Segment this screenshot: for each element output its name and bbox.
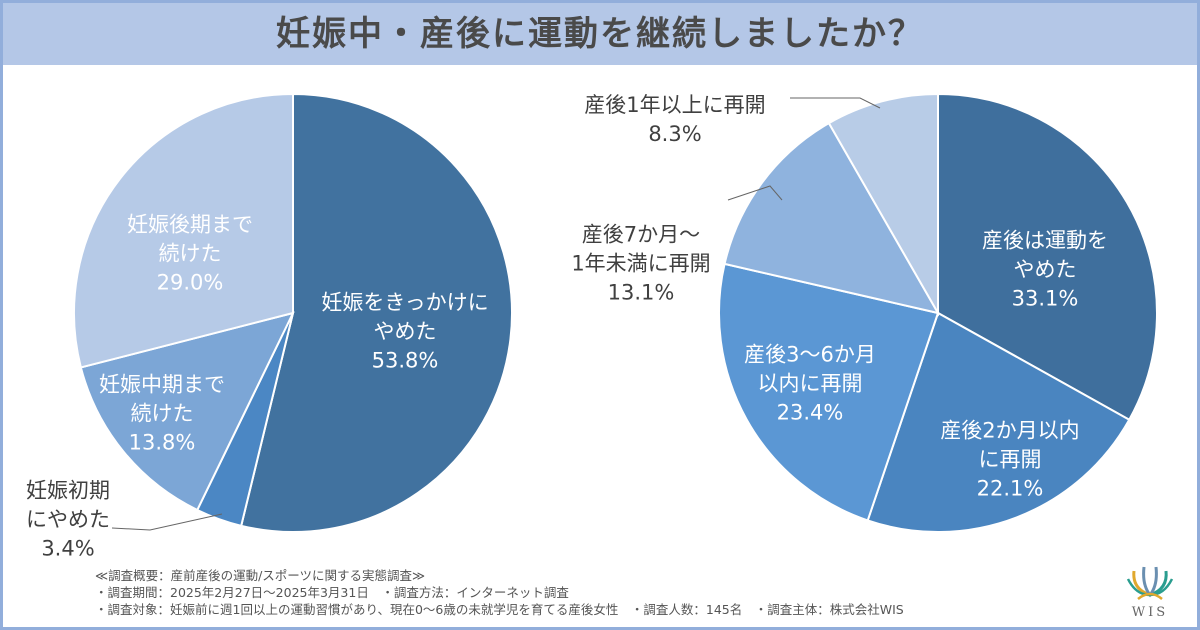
chart-title: 妊娠中・産後に運動を継続しましたか？ bbox=[3, 3, 1197, 65]
pie-0-slice-2 bbox=[79, 311, 295, 512]
slice-label-0-1: 妊娠初期 にやめた 3.4% bbox=[26, 478, 110, 561]
pie-1-slice-4 bbox=[827, 92, 939, 317]
slice-label-0-0: 妊娠をきっかけに やめた 53.8% bbox=[321, 290, 489, 373]
slice-label-0-3: 妊娠後期まで 続けた 29.0% bbox=[127, 212, 253, 295]
logo-text: WIS bbox=[1131, 605, 1169, 620]
leader-line-0-1 bbox=[111, 513, 223, 531]
pie-1-slice-3 bbox=[723, 121, 941, 315]
slice-label-1-0: 産後は運動を やめた 33.1% bbox=[982, 228, 1108, 311]
logo-mark-icon bbox=[1126, 566, 1174, 600]
pie-1-slice-0 bbox=[937, 92, 1158, 422]
leader-line-1-4 bbox=[790, 97, 881, 109]
note-line: ≪調査概要：産前産後の運動/スポーツに関する実態調査≫ bbox=[95, 568, 426, 583]
note-line: ・調査対象：妊娠前に週1回以上の運動習慣があり、現在0〜6歳の未就学児を育てる産… bbox=[95, 602, 904, 617]
pie-1-slice-2 bbox=[718, 262, 940, 522]
slice-label-1-4: 産後1年以上に再開 8.3% bbox=[584, 93, 766, 146]
leader-line-1-3 bbox=[727, 185, 783, 201]
slice-label-0-2: 妊娠中期まで 続けた 13.8% bbox=[99, 372, 225, 455]
survey-notes: ≪調査概要：産前産後の運動/スポーツに関する実態調査≫ ・調査期間：2025年2… bbox=[95, 567, 904, 618]
pie-0-slice-0 bbox=[239, 92, 513, 533]
pie-0-slice-3 bbox=[73, 92, 294, 369]
pie-1-slice-1 bbox=[866, 311, 1131, 533]
slice-label-1-3: 産後7か月〜 1年未満に再開 13.1% bbox=[571, 222, 711, 305]
note-line: ・調査期間：2025年2月27日〜2025年3月31日 ・調査方法：インターネッ… bbox=[95, 585, 569, 600]
slice-label-1-1: 産後2か月以内 に再開 22.1% bbox=[940, 418, 1080, 501]
wis-logo: WIS bbox=[1120, 565, 1180, 620]
slice-label-1-2: 産後3〜6か月 以内に再開 23.4% bbox=[744, 342, 876, 425]
